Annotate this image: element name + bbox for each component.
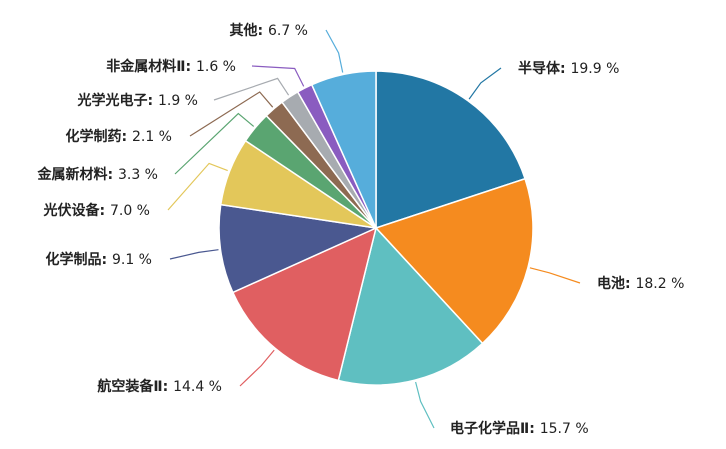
slice-label-name: 非金属材料Ⅱ: bbox=[106, 58, 196, 75]
slice-label-name: 化学制药: bbox=[65, 128, 131, 145]
leader-line-5 bbox=[169, 249, 219, 260]
slice-label-value: 6.7 % bbox=[268, 23, 308, 39]
slice-label-value: 14.4 % bbox=[173, 379, 222, 395]
slice-label-2: 电池: 18.2 % bbox=[597, 275, 684, 292]
pie-slice-4 bbox=[231, 226, 378, 382]
slice-label-value: 1.6 % bbox=[196, 59, 236, 75]
slice-label-name: 金属新材料: bbox=[36, 166, 117, 183]
leader-line-1 bbox=[468, 67, 502, 100]
slice-label-value: 2.1 % bbox=[132, 129, 172, 145]
slice-label-11: 其他: 6.7 % bbox=[229, 22, 308, 39]
leader-line-11 bbox=[325, 29, 344, 73]
slice-label-name: 航空装备Ⅱ: bbox=[97, 378, 173, 395]
leader-lines-layer bbox=[167, 29, 581, 429]
slice-label-value: 9.1 % bbox=[112, 252, 152, 268]
slice-label-name: 化学制品: bbox=[45, 251, 111, 268]
slice-label-value: 3.3 % bbox=[118, 167, 158, 183]
slice-label-7: 金属新材料: 3.3 % bbox=[36, 166, 158, 183]
slices-layer bbox=[218, 70, 534, 386]
slice-label-10: 非金属材料Ⅱ: 1.6 % bbox=[106, 58, 236, 75]
leader-line-6 bbox=[167, 162, 228, 211]
slice-label-9: 光学光电子: 1.9 % bbox=[76, 92, 198, 109]
pie-slice-11 bbox=[310, 70, 377, 229]
slice-label-name: 电池: bbox=[597, 275, 635, 292]
slice-label-value: 18.2 % bbox=[635, 276, 684, 292]
slice-label-value: 19.9 % bbox=[570, 61, 619, 77]
leader-line-9 bbox=[213, 77, 290, 101]
slice-label-name: 半导体: bbox=[518, 60, 570, 77]
leader-line-4 bbox=[239, 349, 275, 387]
slice-label-value: 15.7 % bbox=[540, 421, 589, 437]
slice-label-6: 光伏设备: 7.0 % bbox=[42, 202, 150, 219]
slice-label-4: 航空装备Ⅱ: 14.4 % bbox=[97, 378, 222, 395]
leader-line-2 bbox=[529, 267, 581, 284]
labels-layer: 半导体: 19.9 % 电池: 18.2 % 电子化学品Ⅱ: 15.7 % 航空装备Ⅱ… bbox=[36, 22, 684, 437]
slice-label-1: 半导体: 19.9 % bbox=[518, 60, 619, 77]
pie-slice-1 bbox=[375, 70, 527, 230]
pie-slice-5 bbox=[218, 203, 379, 294]
leader-line-10 bbox=[251, 65, 305, 87]
slice-label-value: 7.0 % bbox=[110, 203, 150, 219]
slice-label-5: 化学制品: 9.1 % bbox=[45, 251, 152, 268]
slice-label-3: 电子化学品Ⅱ: 15.7 % bbox=[450, 420, 589, 437]
slice-label-name: 光伏设备: bbox=[42, 202, 109, 219]
leader-line-8 bbox=[189, 91, 274, 137]
slice-label-value: 1.9 % bbox=[158, 93, 198, 109]
leader-line-7 bbox=[174, 112, 255, 175]
pie-slice-2 bbox=[374, 177, 534, 345]
slice-label-name: 电子化学品Ⅱ: bbox=[450, 420, 540, 437]
leader-line-3 bbox=[415, 381, 435, 429]
slice-label-name: 其他: bbox=[229, 22, 267, 39]
slice-label-8: 化学制药: 2.1 % bbox=[65, 128, 172, 145]
pie-slice-3 bbox=[337, 226, 484, 386]
slice-label-name: 光学光电子: bbox=[76, 92, 157, 109]
